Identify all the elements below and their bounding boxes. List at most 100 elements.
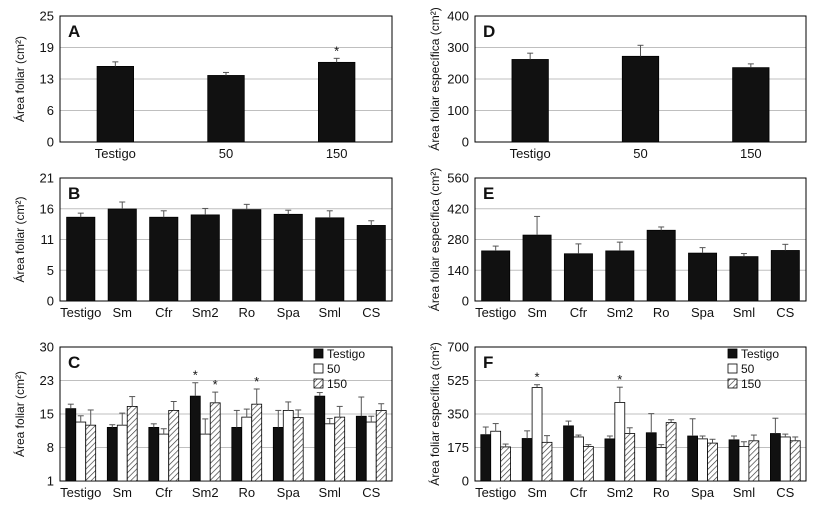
y-tick-label: 11 [41,232,55,247]
bar [292,417,304,482]
y-tick-label: 5 [47,263,54,278]
bar [199,433,211,482]
bar [573,436,584,482]
bar [168,410,180,482]
x-tick-label: Ro [238,305,255,320]
bar [232,209,262,302]
y-tick-label: 0 [47,135,54,150]
bar [738,446,750,482]
y-tick-label: 0 [47,294,54,309]
y-axis-label: Área foliar (cm²) [12,196,27,282]
y-tick-label: 0 [462,294,469,309]
bar [583,446,594,482]
bar [65,408,77,482]
x-tick-label: Sm2 [606,485,633,500]
panel-c: 1 8 15 23 30 Área foliar (cm²) C Testigo Sm Cfr Sm… [12,340,393,500]
panel-letter: B [68,184,80,203]
y-tick-label: 15 [40,407,54,422]
x-tick-label: Spa [691,485,715,500]
panel-f: 0 175 350 525 700 Área foliar específica (cm²… [427,340,807,500]
x-tick-label: Spa [691,305,715,320]
plot-frame [59,177,393,302]
x-tick-label: 50 [219,146,233,161]
x-tick-label: CS [362,485,380,500]
x-tick-label: CS [776,485,794,500]
plot-frame [474,346,807,482]
x-tick-label: Sm [527,305,547,320]
bar [315,217,345,302]
x-tick-label: 50 [633,146,647,161]
bar [481,250,511,302]
bar [75,421,87,482]
significance-mark: * [535,370,540,385]
panel-letter: E [483,184,494,203]
x-tick-label: Sm2 [606,305,633,320]
bar [665,422,677,482]
bar [522,234,552,302]
y-tick-label: 420 [447,201,469,216]
x-tick-label: Ro [653,305,670,320]
legend-label: Testigo [741,347,779,361]
significance-mark: * [334,43,339,58]
y-tick-label: 6 [47,103,54,118]
x-tick-label: Cfr [155,485,173,500]
x-tick-label: Sm2 [192,305,219,320]
bar [355,415,367,482]
bar [521,438,533,482]
x-tick-label: Cfr [570,305,588,320]
bar [190,214,220,302]
bar [318,61,356,143]
bar [604,438,616,482]
bar [126,406,138,482]
plot-frame [59,346,393,482]
bar [624,433,636,482]
bar [356,225,386,302]
x-tick-label: Sm [113,485,133,500]
y-tick-label: 280 [447,232,469,247]
legend-swatch [313,363,324,374]
bar [251,403,263,482]
bar [158,433,170,482]
y-tick-label: 140 [447,263,469,278]
legend-swatch [727,363,738,374]
x-tick-label: Sml [733,485,756,500]
y-tick-label: 300 [447,40,469,55]
panel-a: 0 6 13 19 25 Área foliar (cm²) A Testigo 50 150 * [12,9,393,161]
y-tick-label: 350 [447,407,469,422]
bar [655,447,667,482]
bar [231,426,243,482]
bar [272,426,284,482]
bar [365,421,377,482]
significance-mark: * [213,377,218,392]
y-axis-label: Área foliar específica (cm²) [427,342,442,485]
bar [207,75,245,143]
y-tick-label: 400 [447,9,469,24]
legend-label: 50 [327,362,341,376]
y-axis-label: Área foliar (cm²) [12,36,27,122]
bar [697,438,708,482]
y-axis-label: Área foliar (cm²) [12,371,27,457]
bar [314,395,326,482]
x-tick-label: 150 [326,146,348,161]
bar [148,426,160,482]
x-tick-label: Sm [527,485,547,500]
x-tick-label: Cfr [570,485,588,500]
bar [645,432,657,482]
bar [66,216,96,302]
legend-label: 150 [327,377,347,391]
legend-swatch [313,348,324,359]
y-tick-label: 525 [447,373,469,388]
x-tick-label: Sm2 [192,485,219,500]
bar [85,424,97,482]
bar [563,425,574,482]
y-tick-label: 30 [40,340,54,355]
y-tick-label: 8 [47,440,54,455]
panel-letter: D [483,22,495,41]
x-tick-label: 150 [740,146,762,161]
panel-d: 0 100 200 300 400 Área foliar específica (cm²… [427,7,807,161]
bar [209,402,221,482]
bar [729,256,759,302]
x-tick-label: Testigo [95,146,136,161]
